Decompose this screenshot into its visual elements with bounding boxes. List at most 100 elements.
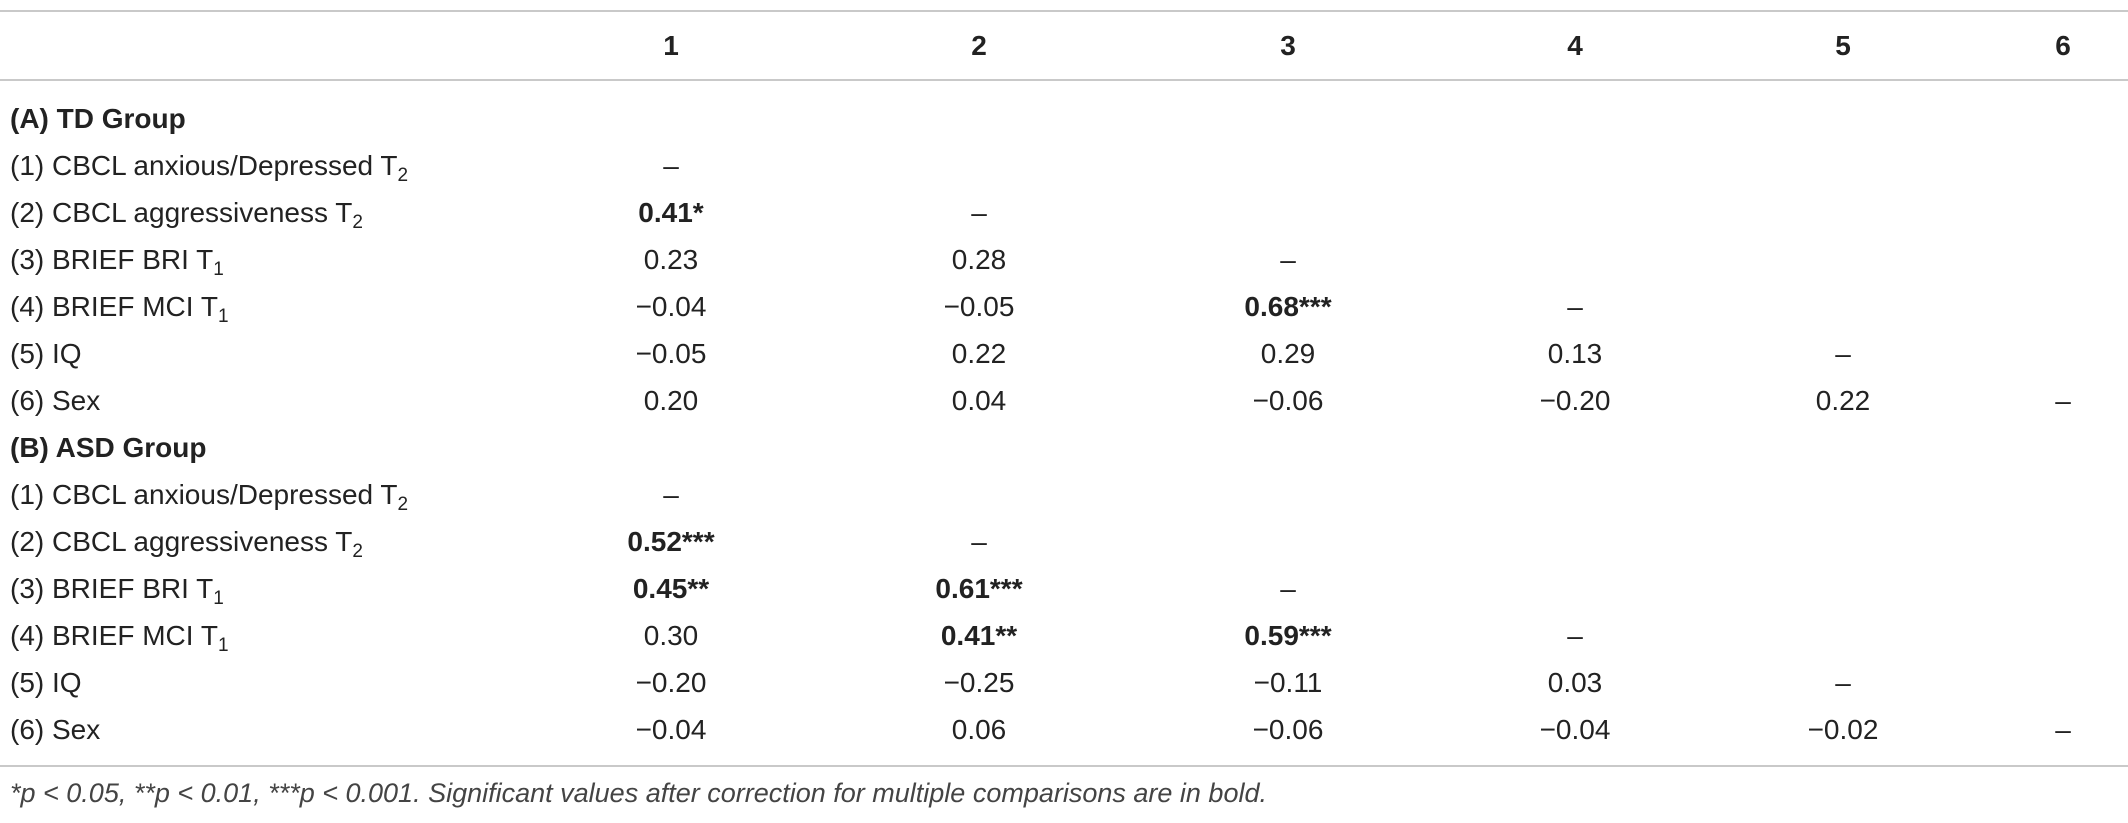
table-cell: 0.30 (643, 620, 699, 651)
row-label-text: (3) BRIEF BRI T (10, 573, 214, 604)
table-cell: – (1567, 291, 1583, 322)
row-label: (3) BRIEF BRI T1 (10, 565, 224, 612)
table-cell: −0.20 (635, 667, 707, 698)
row-label: (1) CBCL anxious/Depressed T2 (10, 471, 408, 518)
row-label: (5) IQ (10, 330, 82, 377)
table-cell: 0.29 (1260, 338, 1316, 369)
table-cell: – (1280, 573, 1296, 604)
row-label-text: (4) BRIEF MCI T (10, 620, 218, 651)
row-label-text: (4) BRIEF MCI T (10, 291, 218, 322)
row-label: (1) CBCL anxious/Depressed T2 (10, 142, 408, 189)
column-header-4: 4 (1567, 30, 1583, 61)
row-label-text: (5) IQ (10, 667, 82, 698)
table-cell: 0.22 (1815, 385, 1871, 416)
row-label-text: (2) CBCL aggressiveness T (10, 197, 353, 228)
table-cell: 0.06 (951, 714, 1007, 745)
row-label: (2) CBCL aggressiveness T2 (10, 518, 363, 565)
table-cell: – (663, 150, 679, 181)
table-cell: – (1835, 338, 1851, 369)
table-cell: 0.45** (632, 573, 710, 604)
table-cell: 0.59*** (1244, 620, 1332, 651)
table-cell: 0.41* (638, 197, 704, 228)
row-label-text: (6) Sex (10, 714, 101, 745)
table-row: (2) CBCL aggressiveness T2 0.41* – (0, 189, 2128, 236)
table-cell: – (2055, 714, 2071, 745)
table-cell: −0.02 (1807, 714, 1879, 745)
row-label: (4) BRIEF MCI T1 (10, 612, 229, 659)
row-label-subscript: 1 (213, 259, 224, 280)
table-cell: 0.13 (1547, 338, 1603, 369)
table-cell: 0.61*** (935, 573, 1023, 604)
table-cell: – (1567, 620, 1583, 651)
table-row: (5) IQ −0.20 −0.25 −0.11 0.03 – (0, 659, 2128, 706)
row-label-subscript: 2 (352, 541, 363, 562)
table-header-rule (0, 79, 2128, 81)
row-label-subscript: 2 (397, 494, 409, 515)
table-footnote: *p < 0.05, **p < 0.01, ***p < 0.001. Sig… (10, 778, 1267, 808)
table-cell: −0.04 (1539, 714, 1611, 745)
row-label-subscript: 1 (217, 306, 229, 327)
group-title-row: (A) TD Group (0, 95, 2128, 142)
row-label: (5) IQ (10, 659, 82, 706)
row-label-text: (5) IQ (10, 338, 82, 369)
table-row: (3) BRIEF BRI T1 0.45** 0.61*** – (0, 565, 2128, 612)
row-label: (3) BRIEF BRI T1 (10, 236, 224, 283)
row-label-text: (6) Sex (10, 385, 101, 416)
row-label: (6) Sex (10, 377, 100, 424)
row-label-subscript: 2 (397, 165, 409, 186)
table-cell: 0.28 (951, 244, 1007, 275)
group-title: (A) TD Group (10, 103, 186, 134)
table-cell: – (1835, 667, 1851, 698)
column-header-3: 3 (1280, 30, 1296, 61)
table-cell: 0.22 (951, 338, 1007, 369)
table-cell: −0.25 (943, 667, 1015, 698)
table-cell: −0.11 (1253, 667, 1323, 698)
table-header-row: 1 2 3 4 5 6 (0, 22, 2128, 69)
table-cell: 0.41** (940, 620, 1018, 651)
table-row: (6) Sex −0.04 0.06 −0.06 −0.04 −0.02 – (0, 706, 2128, 753)
row-label-subscript: 2 (352, 212, 363, 233)
table-cell: – (1280, 244, 1296, 275)
table-row: (5) IQ −0.05 0.22 0.29 0.13 – (0, 330, 2128, 377)
row-label-text: (1) CBCL anxious/Depressed T (10, 150, 398, 181)
table-cell: −0.05 (635, 338, 707, 369)
group-title: (B) ASD Group (10, 432, 207, 463)
table-row: (4) BRIEF MCI T1 −0.04 −0.05 0.68*** – (0, 283, 2128, 330)
row-label-subscript: 1 (213, 588, 224, 609)
table-cell: −0.05 (943, 291, 1015, 322)
table-cell: −0.06 (1252, 714, 1324, 745)
table-cell: 0.52*** (627, 526, 715, 557)
table-cell: −0.06 (1252, 385, 1324, 416)
row-label: (2) CBCL aggressiveness T2 (10, 189, 363, 236)
row-label-text: (3) BRIEF BRI T (10, 244, 214, 275)
table-row: (4) BRIEF MCI T1 0.30 0.41** 0.59*** – (0, 612, 2128, 659)
table-cell: – (971, 526, 987, 557)
row-label-text: (1) CBCL anxious/Depressed T (10, 479, 398, 510)
table-row: (3) BRIEF BRI T1 0.23 0.28 – (0, 236, 2128, 283)
group-title-row: (B) ASD Group (0, 424, 2128, 471)
table-cell: 0.20 (643, 385, 699, 416)
table-cell: – (971, 197, 987, 228)
table-bottom-rule (0, 765, 2128, 767)
table-cell: 0.04 (951, 385, 1007, 416)
table-row: (2) CBCL aggressiveness T2 0.52*** – (0, 518, 2128, 565)
row-label: (6) Sex (10, 706, 100, 753)
column-header-2: 2 (971, 30, 987, 61)
column-header-1: 1 (663, 30, 679, 61)
row-label: (4) BRIEF MCI T1 (10, 283, 229, 330)
table-cell: −0.04 (635, 291, 707, 322)
table-cell: −0.04 (635, 714, 707, 745)
table-top-rule (0, 10, 2128, 12)
table-cell: – (2055, 385, 2071, 416)
table-cell: 0.68*** (1244, 291, 1332, 322)
table-cell: – (663, 479, 679, 510)
table-row: (6) Sex 0.20 0.04 −0.06 −0.20 0.22 – (0, 377, 2128, 424)
table-row: (1) CBCL anxious/Depressed T2 – (0, 142, 2128, 189)
table-row: (1) CBCL anxious/Depressed T2 – (0, 471, 2128, 518)
column-header-6: 6 (2055, 30, 2071, 61)
table-cell: −0.20 (1539, 385, 1611, 416)
column-header-5: 5 (1835, 30, 1851, 61)
row-label-text: (2) CBCL aggressiveness T (10, 526, 353, 557)
table-cell: 0.23 (643, 244, 699, 275)
